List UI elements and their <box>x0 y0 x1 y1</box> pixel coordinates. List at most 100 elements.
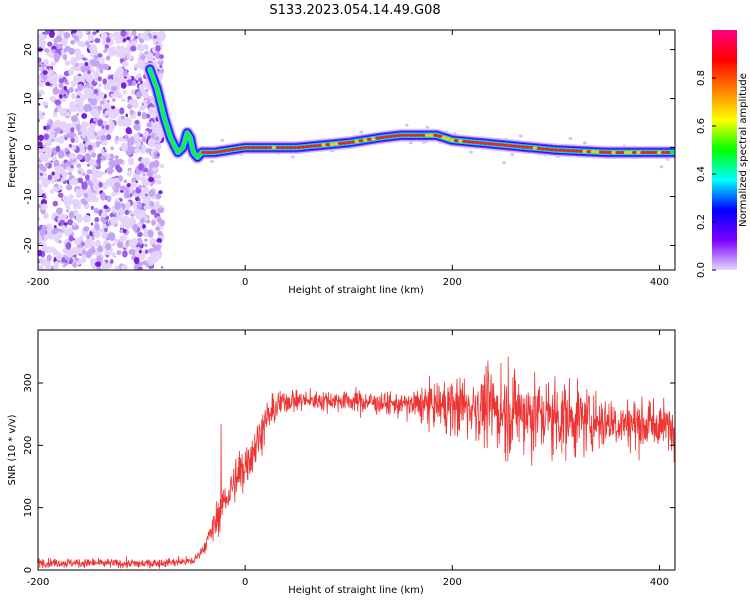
noise-blob <box>157 230 163 236</box>
colorbar: 0.0 0.2 0.4 0.6 0.8 Normalized spectral ampl… <box>696 30 749 278</box>
noise-blob <box>130 40 137 47</box>
noise-blob <box>68 86 74 93</box>
ridge-peak-dot <box>565 148 571 153</box>
ridge-peak-dot <box>520 145 526 149</box>
noise-blob <box>53 137 59 143</box>
noise-blob <box>142 92 150 99</box>
noise-blob <box>159 164 165 169</box>
noise-blob <box>75 213 83 224</box>
noise-blob <box>50 61 56 67</box>
noise-blob <box>83 140 86 144</box>
noise-blob <box>48 30 55 39</box>
y-tick-label: 10 <box>23 92 34 105</box>
ridge-peak-dot <box>383 135 389 139</box>
noise-blob <box>122 90 127 95</box>
ridge-peak-dot <box>370 137 377 141</box>
y-tick-label: 300 <box>23 373 34 392</box>
noise-blob <box>113 35 120 42</box>
y-tick-label: 200 <box>23 436 34 455</box>
ridge-peak-dot <box>308 144 315 148</box>
noise-blob <box>154 136 160 142</box>
noise-blob <box>58 184 64 191</box>
noise-blob <box>86 234 91 240</box>
noise-blob <box>87 179 92 186</box>
ridge-peak-dot <box>317 143 323 147</box>
ridge-peak-dot <box>362 138 368 142</box>
noise-blob <box>93 109 101 119</box>
ridge-peak-dot <box>453 138 460 143</box>
noise-blob <box>121 142 129 152</box>
colorbar-tick-label: 0.4 <box>696 166 707 182</box>
ridge-peak-dot <box>304 144 310 149</box>
noise-blob <box>89 192 97 203</box>
noise-blob <box>65 112 71 117</box>
noise-blob <box>144 249 149 255</box>
noise-blob <box>94 261 102 267</box>
noise-blob <box>106 195 112 203</box>
noise-blob <box>57 150 65 159</box>
ridge-peak-dot <box>545 147 551 151</box>
ridge-peak-dot <box>312 144 319 148</box>
ridge-peak-dot <box>457 139 464 143</box>
noise-blob <box>107 78 114 85</box>
noise-blob <box>54 99 61 106</box>
noise-blob <box>83 192 89 199</box>
ridge-peak-dot <box>391 134 397 138</box>
ridge-halo-dot <box>290 155 295 159</box>
ridge-peak-dot <box>246 145 252 150</box>
noise-blob <box>103 204 108 210</box>
ridge-peak-dot <box>271 145 277 150</box>
ridge-peak-dot <box>553 148 559 152</box>
ridge-peak-dot <box>420 133 426 137</box>
noise-blob <box>84 152 92 163</box>
noise-blob <box>102 63 110 71</box>
noise-blob <box>129 109 134 116</box>
noise-blob <box>146 148 152 153</box>
noise-blob <box>64 260 68 263</box>
spectrogram-noise-layer <box>38 30 166 270</box>
noise-blob <box>77 131 82 136</box>
noise-blob <box>77 103 84 111</box>
noise-blob <box>142 184 146 188</box>
noise-blob <box>113 182 121 189</box>
x-tick-label: 200 <box>443 277 462 288</box>
noise-blob <box>58 239 62 244</box>
ridge-halo-dot <box>220 138 225 142</box>
noise-blob <box>145 193 148 197</box>
noise-blob <box>42 144 46 149</box>
x-tick-label: -200 <box>27 277 50 288</box>
noise-blob <box>140 158 146 164</box>
noise-blob <box>101 182 109 190</box>
noise-blob <box>105 243 112 251</box>
noise-blob <box>124 76 127 79</box>
noise-blob <box>120 115 125 120</box>
noise-blob <box>133 67 138 71</box>
noise-blob <box>114 238 119 244</box>
noise-blob <box>138 209 146 217</box>
noise-blob <box>71 177 78 186</box>
noise-blob <box>78 170 82 174</box>
noise-blob <box>132 223 138 232</box>
ridge-peak-dot <box>474 140 480 145</box>
noise-blob <box>121 61 129 67</box>
noise-blob <box>119 217 127 224</box>
snr-x-label: Height of straight line (km) <box>288 585 424 596</box>
noise-blob <box>38 182 43 193</box>
noise-blob <box>117 158 124 165</box>
noise-blob <box>108 118 113 124</box>
ridge-peak-dot <box>578 149 584 153</box>
noise-blob <box>47 41 53 47</box>
noise-blob <box>109 259 114 264</box>
ridge-peak-dot <box>486 142 493 146</box>
noise-blob <box>80 125 88 135</box>
ridge-peak-dot <box>263 145 269 150</box>
noise-blob <box>53 225 57 229</box>
noise-blob <box>61 225 67 232</box>
noise-blob <box>74 35 79 42</box>
noise-blob <box>89 257 97 264</box>
noise-blob <box>38 93 41 98</box>
noise-blob <box>67 218 74 226</box>
noise-blob <box>96 105 103 112</box>
y-tick-label: 20 <box>23 43 34 56</box>
noise-blob <box>126 70 129 73</box>
